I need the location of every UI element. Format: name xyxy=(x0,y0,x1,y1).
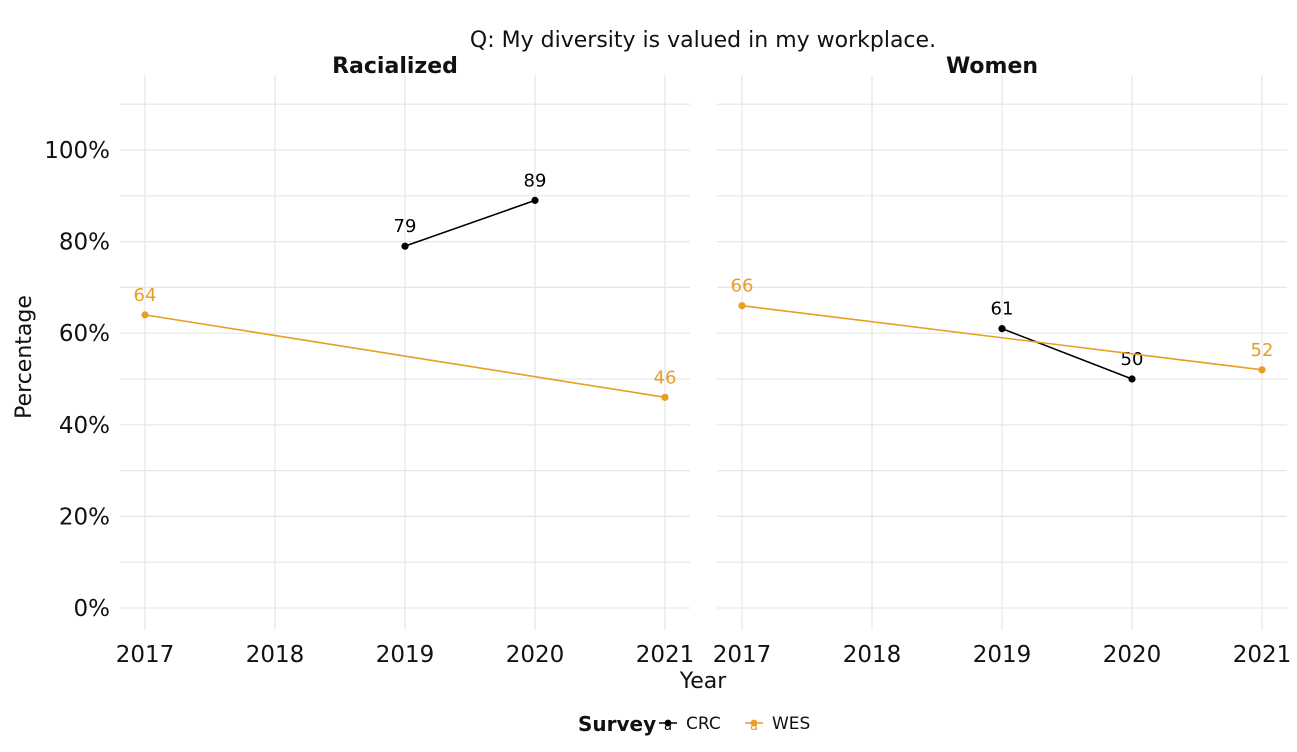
data-label: 46 xyxy=(654,367,677,388)
data-label: 79 xyxy=(394,216,417,237)
legend-entry-wes: a WES xyxy=(745,714,810,734)
data-point-wes xyxy=(1258,366,1266,374)
y-tick-label: 60% xyxy=(59,321,110,347)
y-tick-label: 80% xyxy=(59,230,110,256)
data-point-crc xyxy=(531,196,539,204)
x-tick-label: 2021 xyxy=(636,642,695,668)
data-label: 52 xyxy=(1251,340,1274,361)
data-point-crc xyxy=(401,242,409,250)
x-tick-label: 2018 xyxy=(843,642,902,668)
data-label: 61 xyxy=(991,299,1014,320)
x-tick-label: 2019 xyxy=(973,642,1032,668)
data-label: 89 xyxy=(524,170,547,191)
x-axis-title: Year xyxy=(679,669,728,694)
facet-strip-title: Women xyxy=(946,54,1038,79)
x-tick-label: 2017 xyxy=(713,642,772,668)
x-tick-label: 2017 xyxy=(116,642,175,668)
series-line-crc xyxy=(404,199,536,247)
data-point-wes xyxy=(661,393,669,401)
legend-label: WES xyxy=(772,714,810,734)
y-tick-label: 0% xyxy=(74,596,111,622)
facet-panels: Racialized 2017 2018 2019 2020 2021 0% 20% 40% 60… xyxy=(44,54,1291,668)
data-point-wes xyxy=(738,302,746,310)
data-label: 64 xyxy=(134,285,157,306)
series-line-wes xyxy=(741,304,1263,371)
y-tick-label: 40% xyxy=(59,413,110,439)
series-line-crc xyxy=(1001,327,1133,380)
legend-key-point xyxy=(750,719,758,727)
y-tick-label: 100% xyxy=(44,138,110,164)
x-tick-label: 2018 xyxy=(246,642,305,668)
legend: Survey a CRC a WES xyxy=(578,712,810,736)
y-tick-label: 20% xyxy=(59,504,110,530)
legend-key-glyph: a xyxy=(750,719,758,734)
data-label: 66 xyxy=(731,276,754,297)
facet-strip-title: Racialized xyxy=(332,54,458,79)
legend-key-glyph: a xyxy=(664,719,672,734)
legend-label: CRC xyxy=(686,714,721,734)
legend-key-point xyxy=(664,719,672,727)
legend-title: Survey xyxy=(578,712,656,736)
panel-racialized: Racialized 2017 2018 2019 2020 2021 0% 20% 40% 60… xyxy=(44,54,694,668)
data-point-wes xyxy=(141,311,149,319)
x-tick-label: 2020 xyxy=(1103,642,1162,668)
x-tick-label: 2020 xyxy=(506,642,565,668)
data-point-crc xyxy=(1128,375,1136,383)
legend-entries: a CRC a WES xyxy=(659,714,810,734)
y-axis-title: Percentage xyxy=(12,295,37,419)
chart-title: Q: My diversity is valued in my workplac… xyxy=(470,28,936,53)
series-line-wes xyxy=(144,314,666,399)
legend-entry-crc: a CRC xyxy=(659,714,721,734)
data-point-crc xyxy=(998,325,1006,333)
x-tick-label: 2021 xyxy=(1233,642,1292,668)
x-tick-label: 2019 xyxy=(376,642,435,668)
